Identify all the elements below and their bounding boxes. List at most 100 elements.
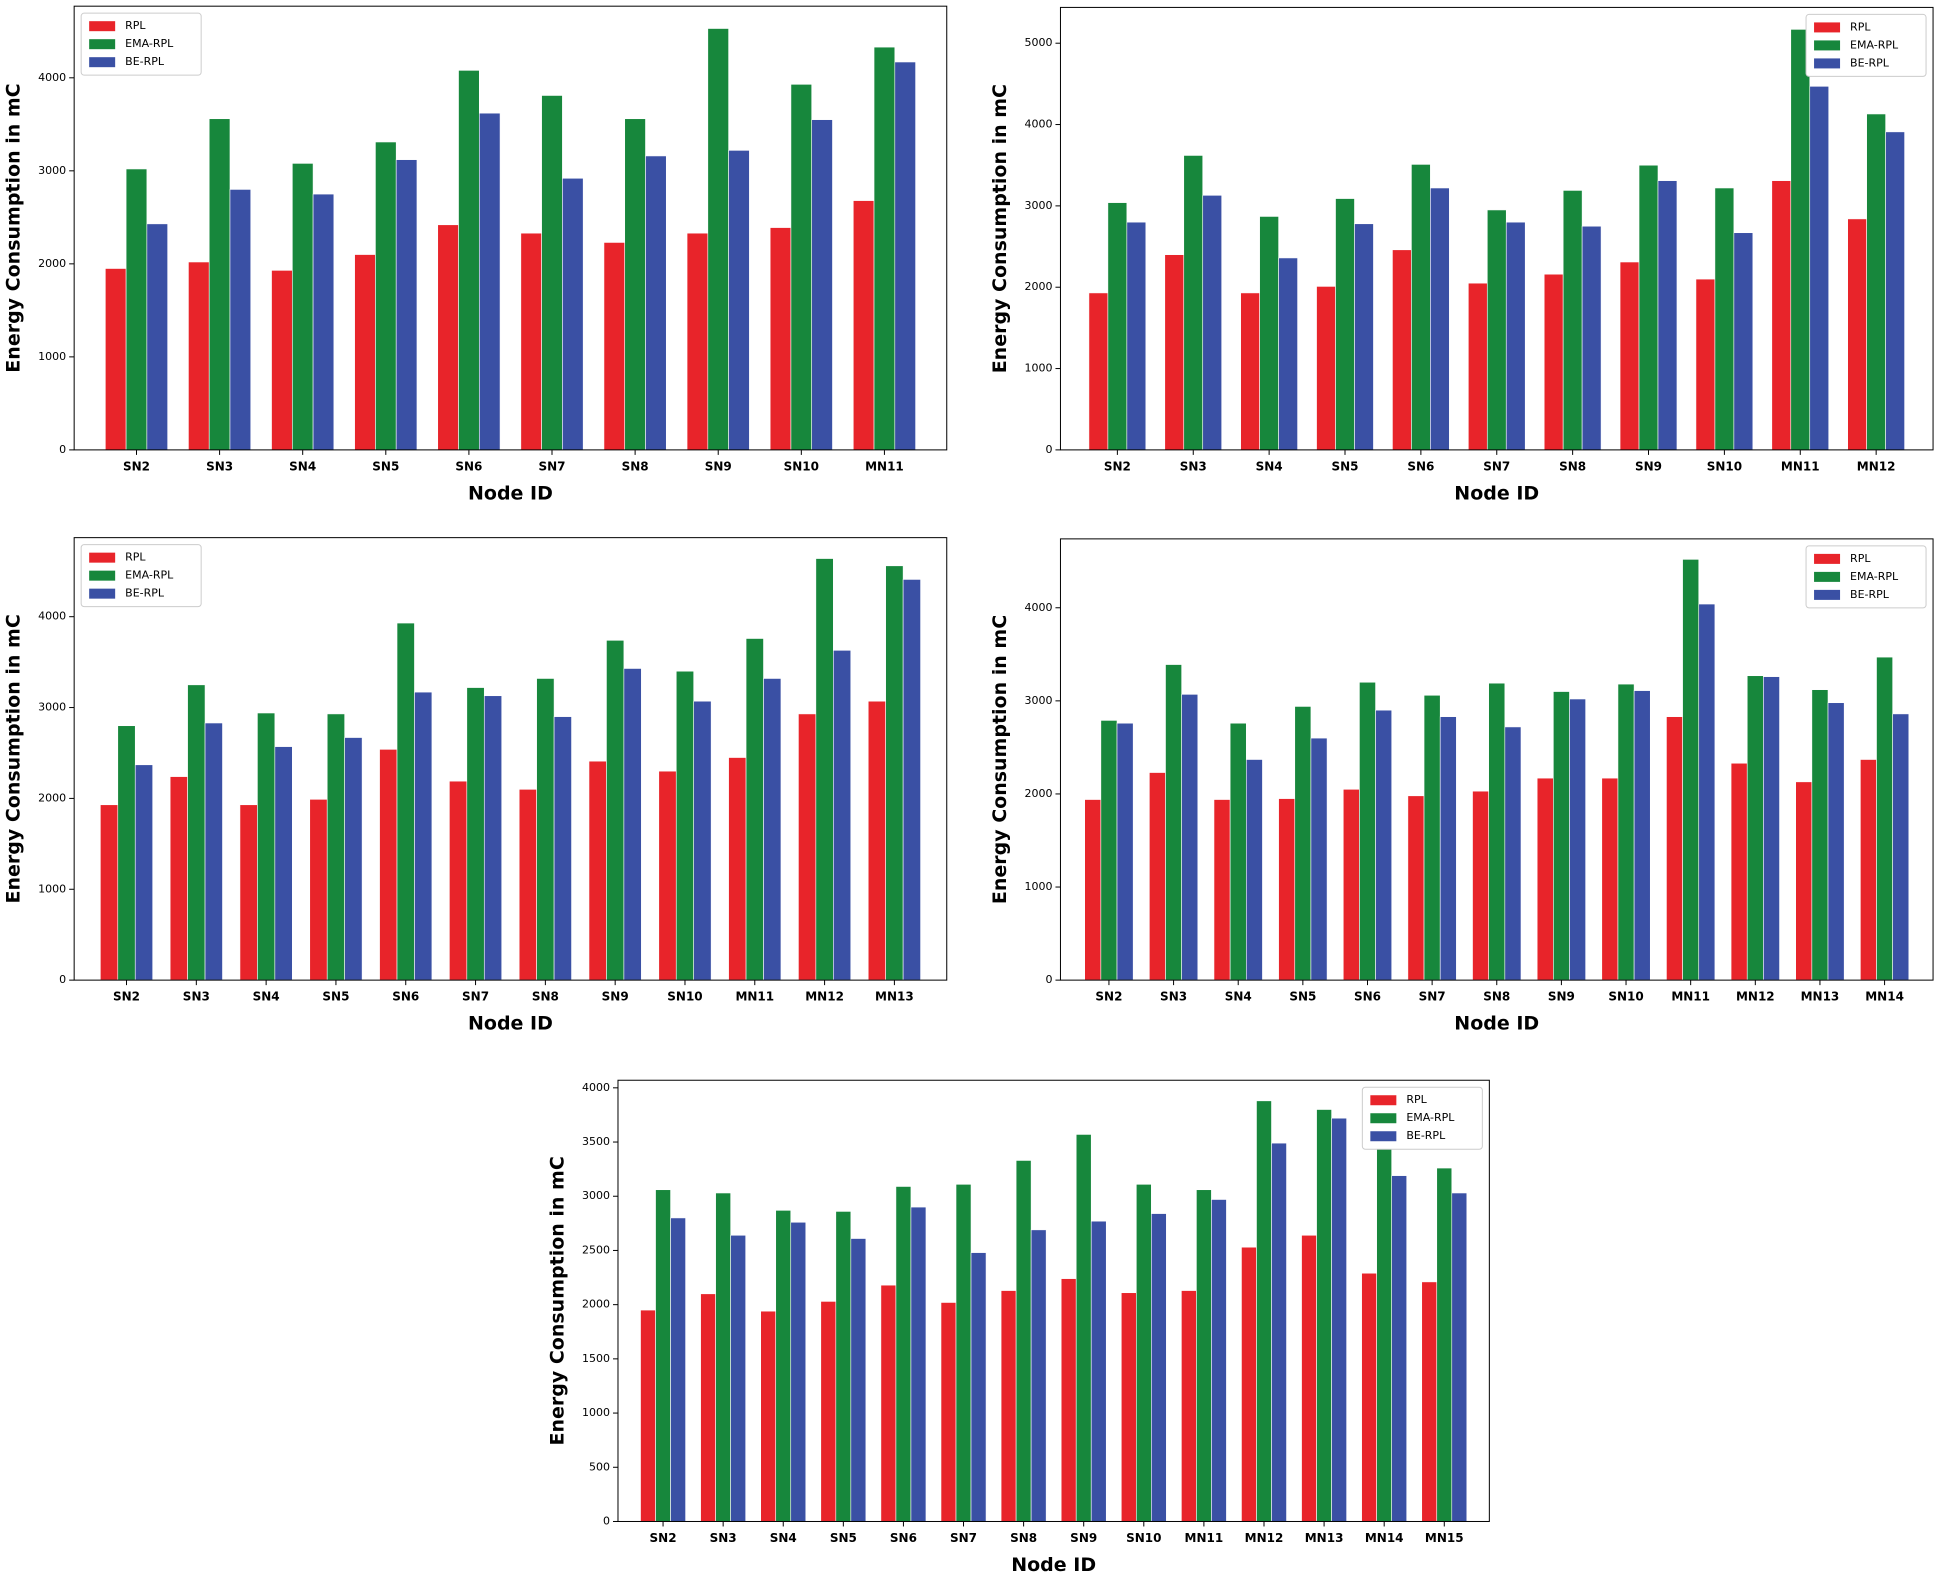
bar bbox=[1430, 187, 1450, 451]
x-tick-label: SN9 bbox=[1548, 990, 1575, 1004]
bar bbox=[894, 61, 916, 451]
bar bbox=[603, 242, 626, 451]
bar bbox=[239, 804, 258, 981]
y-tick-label: 2000 bbox=[38, 791, 66, 804]
bar bbox=[1354, 223, 1374, 451]
bar bbox=[873, 46, 896, 451]
plot-frame bbox=[73, 5, 948, 451]
x-tick-label: MN13 bbox=[1305, 1531, 1344, 1545]
x-tick-label: SN4 bbox=[1256, 459, 1283, 473]
bar bbox=[1245, 759, 1263, 981]
bar bbox=[885, 565, 904, 981]
bar bbox=[790, 1221, 807, 1522]
x-tick-label: SN9 bbox=[1070, 1531, 1097, 1545]
bar bbox=[850, 1238, 867, 1522]
x-tick-label: SN5 bbox=[830, 1531, 857, 1545]
bar bbox=[1165, 664, 1182, 981]
legend-label: RPL bbox=[1850, 552, 1871, 565]
x-tick-label: SN8 bbox=[622, 459, 649, 473]
bar bbox=[1241, 1246, 1257, 1522]
y-axis-label: Energy Consumption in mC bbox=[3, 83, 25, 372]
bar bbox=[354, 254, 376, 451]
bar bbox=[1638, 164, 1659, 451]
bar bbox=[769, 227, 792, 451]
bar bbox=[902, 579, 921, 981]
bar bbox=[658, 770, 677, 981]
bar bbox=[1633, 690, 1651, 981]
bar bbox=[675, 670, 695, 981]
x-axis-label: Node ID bbox=[1454, 1013, 1539, 1035]
bar bbox=[541, 95, 563, 451]
bar bbox=[1771, 180, 1792, 451]
bar bbox=[1149, 772, 1166, 981]
bar bbox=[1505, 221, 1526, 451]
bar bbox=[1423, 694, 1441, 981]
bar bbox=[309, 799, 328, 981]
bar bbox=[1335, 198, 1355, 451]
chart: 0 1000 2000 3000 4000 5000 SN2 SN3 SN4 SN5 SN6 SN7 S… bbox=[989, 6, 1934, 504]
x-tick-label: SN9 bbox=[1635, 459, 1662, 473]
bar bbox=[728, 757, 747, 981]
bar bbox=[1316, 286, 1336, 451]
x-tick-label: MN11 bbox=[865, 459, 904, 473]
bar bbox=[466, 687, 485, 981]
y-tick-label: 4000 bbox=[38, 71, 66, 84]
chart: 0 500 1000 1500 2000 2500 3000 3500 4000 SN2 SN3 SN… bbox=[546, 1079, 1490, 1576]
bar bbox=[1866, 113, 1886, 451]
x-tick-label: SN8 bbox=[1483, 990, 1510, 1004]
x-tick-label: SN5 bbox=[1331, 459, 1358, 473]
bar bbox=[1278, 798, 1296, 981]
bar bbox=[134, 764, 153, 981]
bar bbox=[940, 1302, 957, 1522]
bar bbox=[478, 112, 501, 451]
bar bbox=[483, 695, 503, 981]
y-tick-label: 4000 bbox=[1024, 601, 1052, 614]
legend-label: EMA-RPL bbox=[125, 37, 174, 50]
legend-label: EMA-RPL bbox=[1850, 38, 1899, 51]
y-tick-label: 3000 bbox=[1024, 694, 1052, 707]
bar bbox=[1657, 180, 1678, 451]
bar bbox=[1120, 1292, 1137, 1522]
bar bbox=[715, 1192, 731, 1522]
y-tick-label: 1000 bbox=[38, 350, 66, 363]
x-tick-label: SN7 bbox=[1419, 990, 1446, 1004]
bar bbox=[1666, 716, 1683, 981]
x-tick-label: SN10 bbox=[1126, 1531, 1161, 1545]
x-tick-label: SN3 bbox=[206, 459, 233, 473]
bar bbox=[1876, 656, 1893, 981]
bar bbox=[1885, 131, 1905, 451]
y-tick-label: 2000 bbox=[582, 1298, 610, 1311]
x-tick-label: MN13 bbox=[1801, 990, 1840, 1004]
bar bbox=[1411, 164, 1431, 451]
bar bbox=[955, 1184, 972, 1522]
x-tick-label: MN11 bbox=[1185, 1531, 1224, 1545]
bar bbox=[686, 232, 709, 451]
y-tick-label: 4000 bbox=[38, 610, 66, 623]
bar bbox=[1376, 1138, 1392, 1522]
y-tick-label: 500 bbox=[589, 1460, 610, 1473]
bar bbox=[1310, 737, 1328, 981]
x-tick-label: SN4 bbox=[770, 1531, 797, 1545]
bar bbox=[1259, 216, 1279, 451]
bar bbox=[655, 1189, 671, 1522]
x-tick-label: SN10 bbox=[1707, 459, 1742, 473]
bar bbox=[867, 700, 886, 981]
chart: 0 1000 2000 3000 4000 SN2 SN3 SN4 SN5 SN6 SN7 SN8 SN… bbox=[3, 537, 948, 1035]
bar bbox=[396, 622, 415, 981]
bar bbox=[1135, 1184, 1152, 1522]
bar bbox=[760, 1310, 777, 1522]
y-tick-label: 1500 bbox=[582, 1352, 610, 1365]
bar bbox=[1811, 689, 1829, 981]
bar bbox=[1488, 682, 1506, 981]
bar bbox=[1316, 1109, 1332, 1522]
bar bbox=[1088, 292, 1109, 451]
x-tick-label: SN10 bbox=[784, 459, 819, 473]
x-tick-label: SN5 bbox=[372, 459, 399, 473]
y-tick-label: 3000 bbox=[38, 164, 66, 177]
bar bbox=[1698, 603, 1716, 981]
legend-swatch bbox=[89, 21, 116, 32]
bar bbox=[1543, 273, 1564, 451]
y-tick-label: 2000 bbox=[1024, 280, 1052, 293]
x-tick-label: SN2 bbox=[113, 990, 140, 1004]
legend-label: BE-RPL bbox=[125, 55, 165, 68]
